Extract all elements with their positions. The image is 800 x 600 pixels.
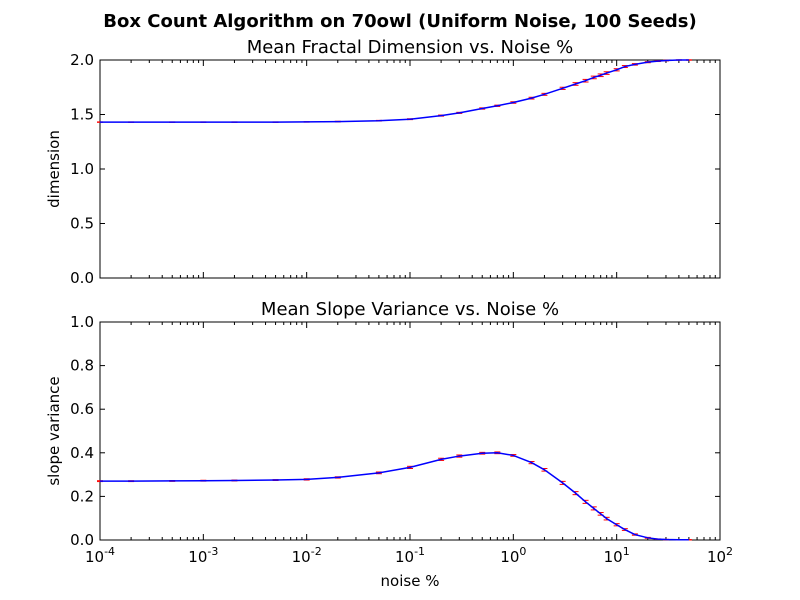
x-axis-label: noise % [381,572,440,590]
x-tick-label: 10-2 [292,545,322,566]
panel-title: Mean Slope Variance vs. Noise % [261,299,559,320]
series-line [100,452,689,541]
panel-fractal-dimension: Mean Fractal Dimension vs. Noise % 0.0 0.… [45,37,721,287]
y-tick-label: 0.8 [70,357,94,375]
x-tick-label: 102 [707,545,733,566]
y-tick-label: 0.5 [70,215,94,233]
series-line [100,59,689,123]
x-tick-label: 10-1 [395,545,425,566]
y-tick-label: 0.0 [70,531,94,549]
y-axis-label: slope variance [45,376,63,485]
panel-title: Mean Fractal Dimension vs. Noise % [247,37,574,58]
y-tick-label: 0.4 [70,444,94,462]
y-tick-label: 2.0 [70,51,94,69]
x-tick-label: 100 [500,545,526,566]
figure-suptitle: Box Count Algorithm on 70owl (Uniform No… [103,11,696,32]
axes-frame [99,59,721,279]
panel-slope-variance: Mean Slope Variance vs. Noise % 0.0 0.2 0.… [45,299,733,566]
x-tick-label: 101 [604,545,630,566]
y-tick-label: 0.6 [70,400,94,418]
x-tick-label: 10-4 [85,545,115,566]
y-tick-label: 1.0 [70,160,94,178]
y-tick-label: 1.5 [70,106,94,124]
axes-frame [99,321,721,541]
y-tick-label: 0.0 [70,269,94,287]
y-tick-label: 1.0 [70,313,94,331]
y-axis-label: dimension [45,130,63,208]
x-tick-label: 10-3 [188,545,218,566]
y-tick-label: 0.2 [70,487,94,505]
